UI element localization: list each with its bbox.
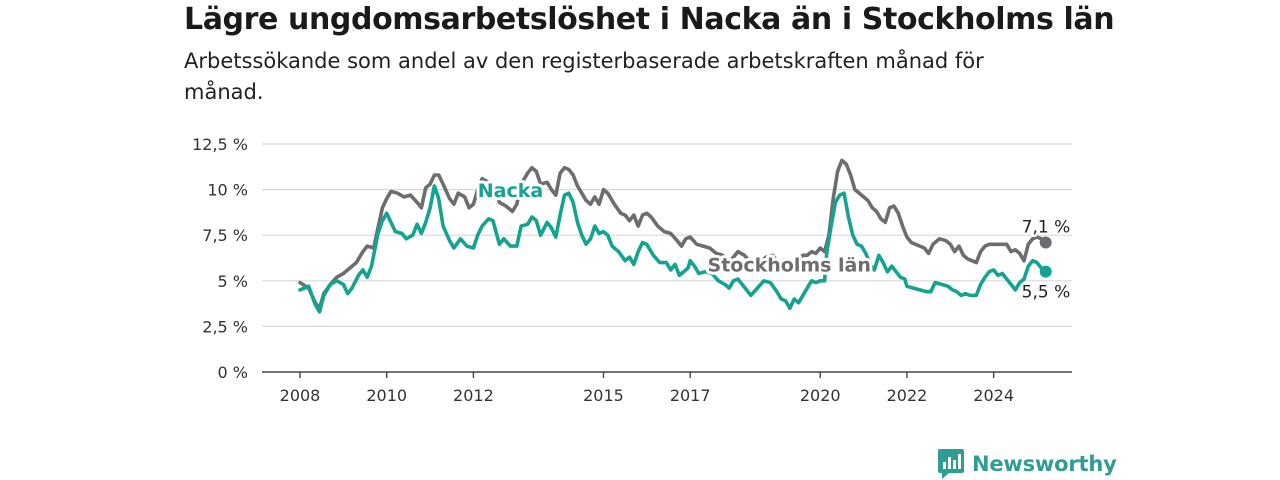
series-name-label: Nacka	[478, 180, 543, 202]
x-tick-label: 2022	[887, 386, 928, 405]
y-tick-label: 5 %	[218, 272, 248, 291]
x-tick-label: 2017	[670, 386, 711, 405]
y-tick-label: 10 %	[207, 181, 248, 200]
x-tick-label: 2008	[280, 386, 321, 405]
chart-title: Lägre ungdomsarbetslöshet i Nacka än i S…	[184, 2, 1115, 37]
x-tick-label: 2010	[366, 386, 407, 405]
series-labels: Stockholms län 7,1 % Nacka 5,5 %	[475, 177, 1073, 305]
axes: 0 % 2,5 % 5 % 7,5 % 10 % 12,5 % 2008 2010 2012 20…	[192, 135, 1072, 405]
y-tick-label: 7,5 %	[202, 226, 248, 245]
x-tick-label: 2012	[453, 386, 494, 405]
x-tick-label: 2015	[583, 386, 624, 405]
series-end-point	[1039, 236, 1052, 249]
brand-logo: Newsworthy	[938, 449, 1117, 479]
series-name-label: Stockholms län	[708, 255, 871, 277]
newsworthy-logo-icon	[938, 449, 964, 479]
y-tick-label: 0 %	[218, 363, 248, 382]
gridlines	[262, 143, 1072, 327]
series-end-point	[1039, 265, 1052, 278]
y-tick-label: 12,5 %	[192, 135, 248, 154]
series-line-stockholms-l-n	[298, 158, 1048, 310]
series-line-nacka	[298, 184, 1048, 314]
x-tick-label: 2020	[800, 386, 841, 405]
series-end-value-label: 7,1 %	[1022, 217, 1071, 237]
chart-subtitle: Arbetssökande som andel av den registerb…	[184, 49, 984, 104]
y-tick-label: 2,5 %	[202, 317, 248, 336]
series-lines	[298, 158, 1052, 314]
x-tick-label: 2024	[973, 386, 1014, 405]
brand-name: Newsworthy	[972, 452, 1117, 476]
series-end-value-label: 5,5 %	[1022, 283, 1071, 303]
